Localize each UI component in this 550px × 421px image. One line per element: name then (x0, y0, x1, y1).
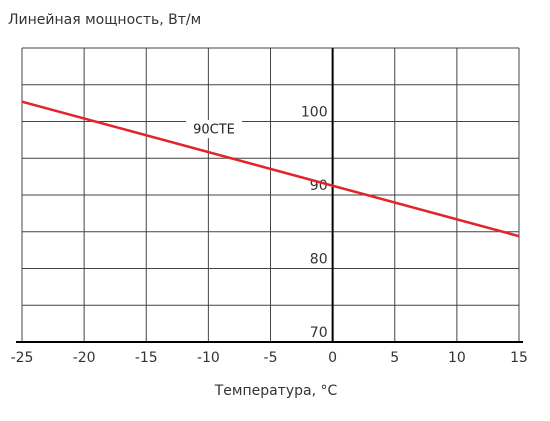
annotation-bg (186, 120, 242, 138)
x-tick-label: 15 (510, 350, 528, 366)
y-tick-label: 70 (310, 325, 328, 341)
x-tick-label: -5 (264, 350, 278, 366)
x-tick-label: 5 (390, 350, 399, 366)
x-axis-title: Температура, °С (214, 383, 338, 399)
y-axis-title: Линейная мощность, Вт/м (8, 12, 201, 28)
x-tick-label: -15 (135, 350, 158, 366)
x-tick-label: 0 (328, 350, 337, 366)
x-tick-label: -10 (197, 350, 220, 366)
y-tick-label: 80 (310, 252, 328, 268)
x-tick-label: -20 (73, 350, 96, 366)
data-line (21, 100, 520, 238)
annotation: 90СТЕ (193, 123, 235, 138)
y-tick-label: 100 (301, 105, 328, 121)
x-tick-label: 10 (448, 350, 466, 366)
x-tick-label: -25 (11, 350, 34, 366)
